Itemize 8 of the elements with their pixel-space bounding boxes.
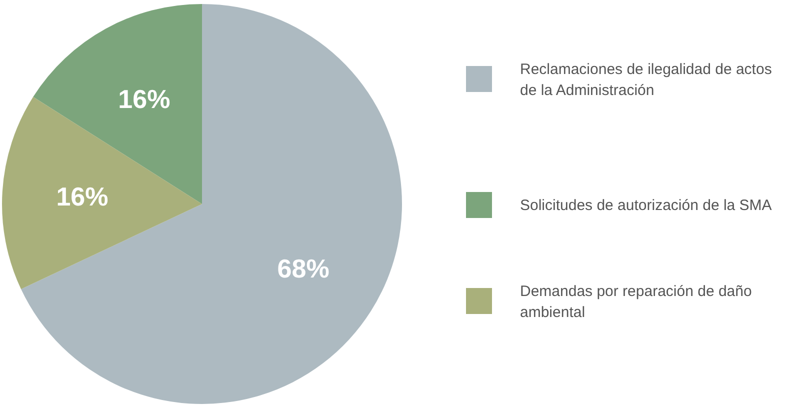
pie-slice [21,4,402,404]
legend-label: Solicitudes de autorización de la SMA [520,197,772,214]
pie-slice [33,4,202,204]
legend-label: Demandas por reparación de daño ambiental [520,283,752,321]
legend-label: Reclamaciones de ilegalidad de actos de la Administración [520,61,772,99]
data-label: 68% [277,253,330,284]
data-label: 16% [56,182,108,212]
data-label: 16% [118,84,170,114]
